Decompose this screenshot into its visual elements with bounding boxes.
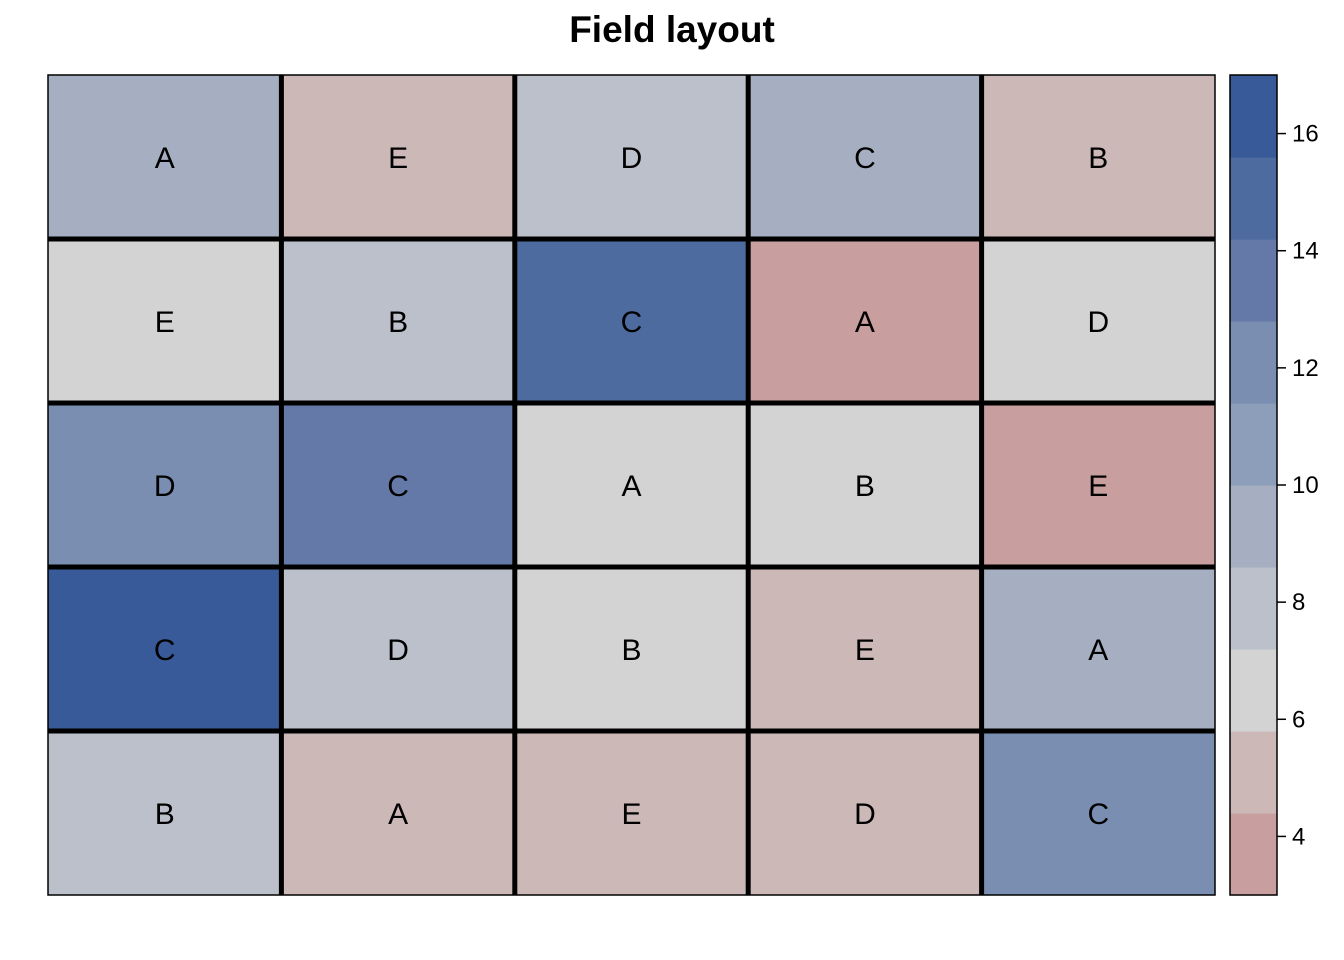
cell-treatment-label: B bbox=[155, 798, 175, 831]
colorbar-tick-label: 14 bbox=[1292, 238, 1319, 265]
cell-treatment-label: E bbox=[155, 306, 175, 339]
field-grid-lines bbox=[47, 74, 1216, 896]
heatmap-cell bbox=[514, 731, 749, 895]
colorbar-tick-label: 4 bbox=[1292, 823, 1305, 850]
heatmap-cell bbox=[514, 567, 749, 731]
cell-treatment-label: D bbox=[387, 634, 409, 667]
cell-treatment-label: D bbox=[854, 798, 876, 831]
cell-treatment-label: A bbox=[388, 798, 408, 831]
cell-treatment-label: E bbox=[1088, 470, 1108, 503]
heatmap-cell bbox=[48, 75, 282, 239]
cell-treatment-label: C bbox=[621, 306, 643, 339]
chart-title: Field layout bbox=[569, 9, 775, 50]
cell-treatment-label: D bbox=[621, 142, 643, 175]
cell-treatment-label: B bbox=[621, 634, 641, 667]
heatmap-cell bbox=[748, 239, 982, 403]
colorbar-tick-label: 16 bbox=[1292, 121, 1319, 148]
cell-treatment-label: D bbox=[154, 470, 176, 503]
cell-treatment-label: E bbox=[388, 142, 408, 175]
field-grid: A E D C B E B C A D D C A B E C D B E A B A E D C bbox=[48, 75, 1215, 895]
heatmap-cell bbox=[514, 239, 749, 403]
colorbar-segment bbox=[1230, 567, 1277, 650]
heatmap-cell bbox=[48, 567, 282, 731]
cell-treatment-label: C bbox=[1087, 798, 1109, 831]
cell-treatment-label: C bbox=[854, 142, 876, 175]
cell-treatment-label: A bbox=[155, 142, 175, 175]
colorbar-segment bbox=[1230, 239, 1277, 322]
heatmap-cell bbox=[748, 75, 982, 239]
heatmap-cell bbox=[981, 239, 1215, 403]
heatmap-cell bbox=[281, 567, 515, 731]
colorbar-tick-label: 8 bbox=[1292, 589, 1305, 616]
heatmap-cell bbox=[48, 403, 282, 567]
heatmap-cell bbox=[981, 403, 1215, 567]
cell-treatment-label: A bbox=[855, 306, 875, 339]
cell-treatment-label: B bbox=[1088, 142, 1108, 175]
heatmap-cell bbox=[748, 403, 982, 567]
heatmap-cell bbox=[281, 403, 515, 567]
cell-treatment-label: B bbox=[855, 470, 875, 503]
colorbar-segment bbox=[1230, 321, 1277, 404]
colorbar-tick-label: 12 bbox=[1292, 355, 1319, 382]
heatmap-cell bbox=[514, 75, 749, 239]
cell-treatment-label: A bbox=[1088, 634, 1108, 667]
colorbar-tick-label: 6 bbox=[1292, 706, 1305, 733]
plot-border bbox=[47, 74, 1216, 896]
cell-treatment-label: B bbox=[388, 306, 408, 339]
colorbar-segment bbox=[1230, 157, 1277, 240]
cell-treatment-label: C bbox=[387, 470, 409, 503]
colorbar-segment bbox=[1230, 813, 1277, 896]
colorbar-tick-label: 10 bbox=[1292, 472, 1319, 499]
heatmap-cell bbox=[281, 239, 515, 403]
heatmap-cell bbox=[981, 731, 1215, 895]
cell-treatment-label: E bbox=[855, 634, 875, 667]
colorbar-segment bbox=[1230, 485, 1277, 568]
cell-treatment-label: C bbox=[154, 634, 176, 667]
heatmap-cell bbox=[981, 567, 1215, 731]
colorbar: 4 6 8 10 12 14 16 bbox=[1229, 74, 1319, 896]
cell-treatment-label: E bbox=[621, 798, 641, 831]
heatmap-cell bbox=[48, 731, 282, 895]
heatmap-cell bbox=[281, 75, 515, 239]
colorbar-segment bbox=[1230, 75, 1277, 158]
heatmap-cell bbox=[514, 403, 749, 567]
colorbar-segment bbox=[1230, 403, 1277, 486]
heatmap-cell bbox=[748, 567, 982, 731]
heatmap-cell bbox=[281, 731, 515, 895]
colorbar-segment bbox=[1230, 649, 1277, 732]
cell-treatment-label: D bbox=[1087, 306, 1109, 339]
heatmap-cell bbox=[981, 75, 1215, 239]
cell-treatment-label: A bbox=[621, 470, 641, 503]
heatmap-cell bbox=[748, 731, 982, 895]
heatmap-cell bbox=[48, 239, 282, 403]
colorbar-segment bbox=[1230, 731, 1277, 814]
